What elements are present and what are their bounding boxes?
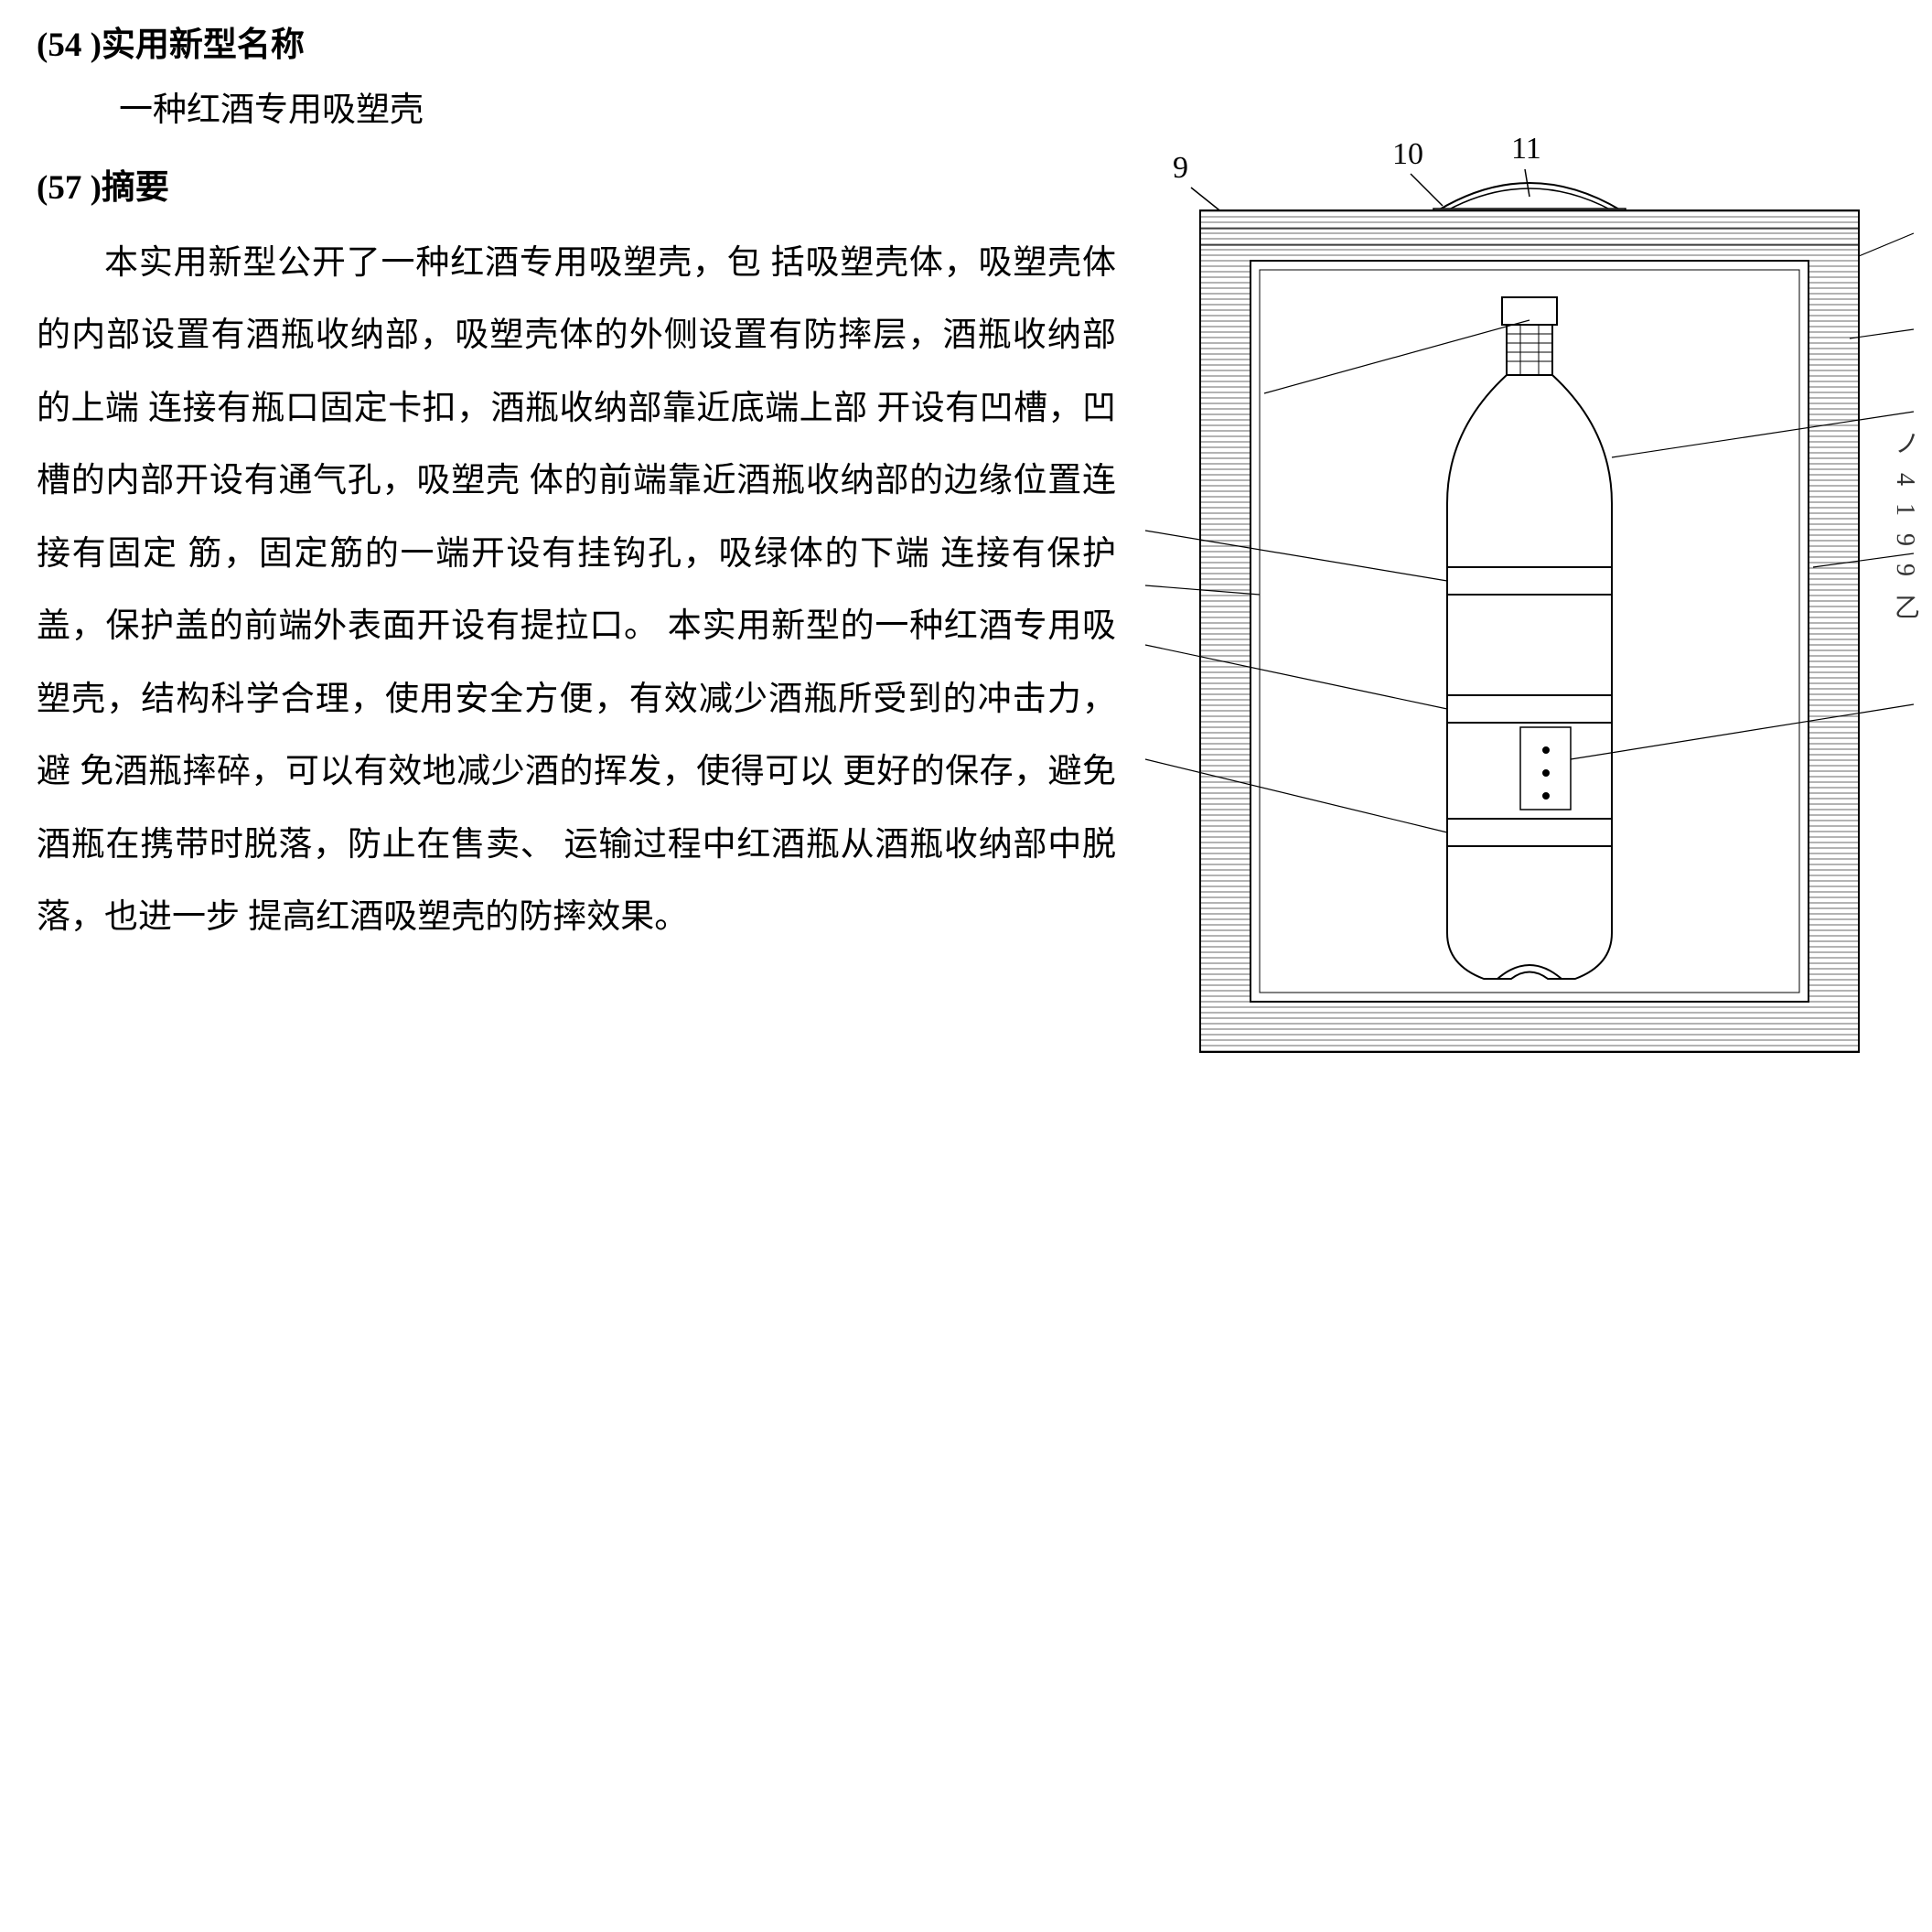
code-57: (57 ) <box>37 169 102 207</box>
label-57: 摘要 <box>102 169 169 207</box>
code-54: (54 ) <box>37 27 102 64</box>
invention-title: 一种红酒专用吸塑壳 <box>37 83 1895 137</box>
patent-figure: 9 10 11 <box>1127 137 1923 1070</box>
ref-label-11: 11 <box>1511 132 1541 166</box>
side-vertical-text: ノ 4 1 9 9 乙 <box>1886 430 1923 625</box>
label-54: 实用新型名称 <box>102 27 305 64</box>
ref-label-9: 9 <box>1173 151 1188 186</box>
ref-label-10: 10 <box>1392 137 1423 172</box>
abstract-body: 本实用新型公开了一种红酒专用吸塑壳，包 括吸塑壳体，吸塑壳体的内部设置有酒瓶收纳… <box>37 227 1116 954</box>
figure-svg <box>1127 137 1923 1070</box>
section-54-header: (54 )实用新型名称 <box>37 18 1895 72</box>
